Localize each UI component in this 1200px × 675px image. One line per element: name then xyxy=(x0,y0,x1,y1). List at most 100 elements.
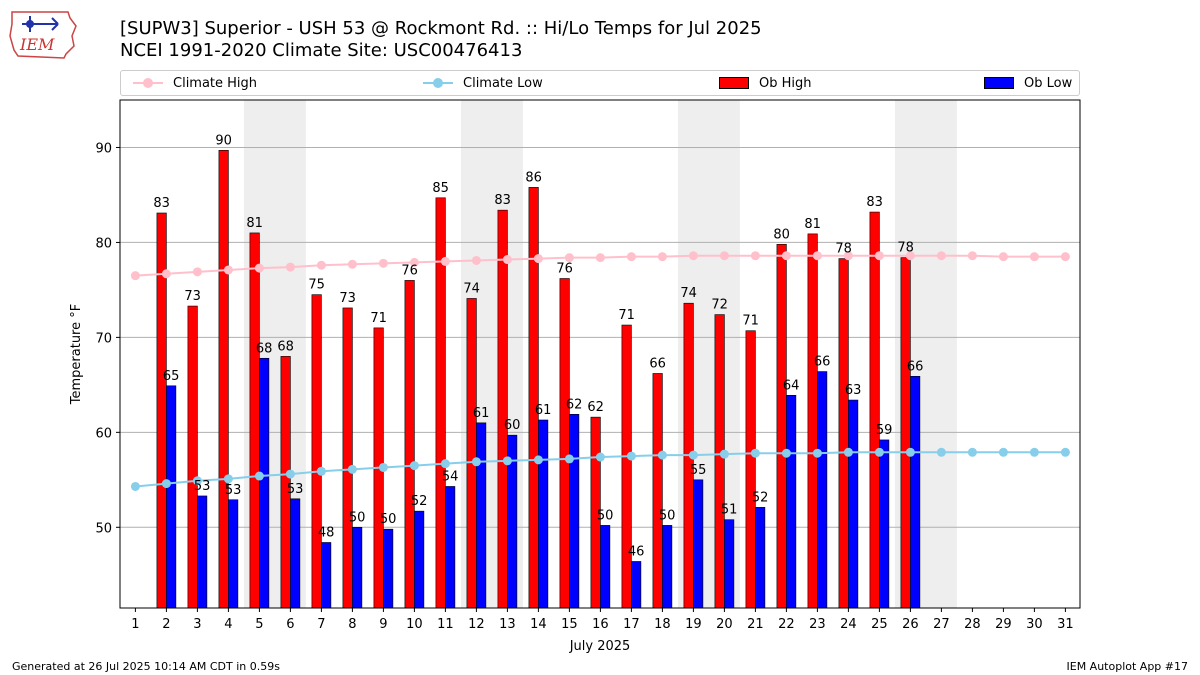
climate-low-point xyxy=(1029,447,1039,457)
legend-item-ob-low: Ob Low xyxy=(984,74,1072,92)
climate-high-point xyxy=(471,255,481,265)
ob-low-bar xyxy=(290,498,301,609)
ob-low-bar-label: 66 xyxy=(814,355,831,370)
climate-low-point xyxy=(781,448,791,458)
ob-low-bar-label: 55 xyxy=(690,463,707,478)
climate-low-point xyxy=(223,474,233,484)
climate-high-point xyxy=(781,251,791,261)
climate-high-point xyxy=(130,271,140,281)
ob-high-bar xyxy=(900,257,911,609)
climate-low-point xyxy=(440,459,450,469)
climate-low-point xyxy=(750,448,760,458)
ob-high-bar-label: 62 xyxy=(587,400,604,415)
climate-low-point xyxy=(347,464,357,474)
x-tick-label: 14 xyxy=(530,617,547,632)
ob-low-bar-label: 68 xyxy=(256,341,273,356)
ob-low-bar-label: 50 xyxy=(659,508,676,523)
ob-high-bar xyxy=(559,278,570,609)
ob-low-bar xyxy=(879,439,890,609)
x-tick-label: 17 xyxy=(623,617,640,632)
ob-low-bar-label: 50 xyxy=(597,508,614,523)
ob-high-bar-label: 80 xyxy=(773,227,790,242)
ob-low-bar xyxy=(755,507,766,609)
x-tick-label: 20 xyxy=(716,617,733,632)
chart-legend: Climate High Climate Low Ob High Ob Low xyxy=(120,70,1080,96)
ob-low-bar-label: 50 xyxy=(349,510,366,525)
app-credit: IEM Autoplot App #17 xyxy=(1066,660,1189,673)
x-tick-label: 30 xyxy=(1026,617,1043,632)
x-tick-label: 19 xyxy=(685,617,702,632)
x-tick-label: 27 xyxy=(933,617,950,632)
x-tick-label: 10 xyxy=(406,617,423,632)
x-tick-label: 7 xyxy=(317,617,325,632)
x-tick-label: 5 xyxy=(255,617,263,632)
ob-low-bar xyxy=(476,422,487,609)
ob-low-bar-label: 52 xyxy=(411,494,428,509)
ob-low-bar-label: 50 xyxy=(380,512,397,527)
x-tick-label: 1 xyxy=(131,617,139,632)
ob-low-bar-label: 46 xyxy=(628,544,645,559)
x-tick-label: 24 xyxy=(840,617,857,632)
ob-low-bar-label: 52 xyxy=(752,490,769,505)
climate-high-point xyxy=(657,252,667,262)
x-tick-label: 31 xyxy=(1057,617,1074,632)
climate-low-point xyxy=(564,454,574,464)
climate-high-point xyxy=(843,251,853,261)
climate-high-point xyxy=(254,263,264,273)
climate-high-point xyxy=(812,251,822,261)
ob-high-bar-label: 71 xyxy=(742,314,759,329)
ob-high-bar xyxy=(621,324,632,609)
x-tick-label: 25 xyxy=(871,617,888,632)
x-tick-label: 11 xyxy=(437,617,454,632)
climate-high-point xyxy=(533,254,543,264)
y-tick-label: 60 xyxy=(95,426,112,441)
y-tick-label: 50 xyxy=(95,521,112,536)
climate-low-point xyxy=(130,481,140,491)
ob-high-bar xyxy=(528,187,539,609)
y-tick-label: 70 xyxy=(95,331,112,346)
ob-high-bar-label: 71 xyxy=(370,311,387,326)
ob-high-bar-label: 78 xyxy=(835,242,852,257)
climate-high-point xyxy=(440,256,450,266)
climate-high-point xyxy=(1029,252,1039,262)
ob-high-bar xyxy=(404,280,415,609)
climate-high-point xyxy=(719,251,729,261)
x-tick-label: 29 xyxy=(995,617,1012,632)
ob-low-bar xyxy=(383,528,394,609)
climate-low-point xyxy=(502,456,512,466)
climate-low-point xyxy=(378,462,388,472)
x-tick-label: 12 xyxy=(468,617,485,632)
climate-low-point xyxy=(936,447,946,457)
ob-high-bar xyxy=(249,232,260,609)
ob-high-bar-label: 86 xyxy=(525,170,542,185)
x-axis-label: July 2025 xyxy=(569,639,631,654)
ob-low-bar xyxy=(693,479,704,609)
climate-low-point xyxy=(316,466,326,476)
ob-low-bar-label: 53 xyxy=(225,483,242,498)
ob-high-bar-label: 73 xyxy=(184,289,201,304)
climate-high-point xyxy=(502,255,512,265)
ob-high-bar xyxy=(342,307,353,609)
ob-low-bar-label: 65 xyxy=(163,369,180,384)
ob-high-bar-label: 85 xyxy=(432,181,449,196)
climate-low-point xyxy=(812,448,822,458)
chart-title: [SUPW3] Superior - USH 53 @ Rockmont Rd.… xyxy=(120,18,762,62)
climate-high-point xyxy=(347,259,357,269)
ob-low-bar xyxy=(786,395,797,609)
climate-low-point xyxy=(657,450,667,460)
climate-low-point xyxy=(1060,447,1070,457)
ob-high-bar xyxy=(776,244,787,609)
ob-low-bar xyxy=(352,526,363,609)
climate-high-point xyxy=(967,251,977,261)
climate-high-point xyxy=(998,252,1008,262)
ob-high-bar xyxy=(652,373,663,609)
ob-low-bar-label: 51 xyxy=(721,503,738,518)
climate-low-point xyxy=(998,447,1008,457)
ob-high-bar xyxy=(187,305,198,609)
climate-high-point xyxy=(750,251,760,261)
ob-low-bar xyxy=(228,499,239,609)
ob-low-bar xyxy=(569,413,580,609)
climate-high-point xyxy=(316,260,326,270)
climate-high-point xyxy=(161,269,171,279)
